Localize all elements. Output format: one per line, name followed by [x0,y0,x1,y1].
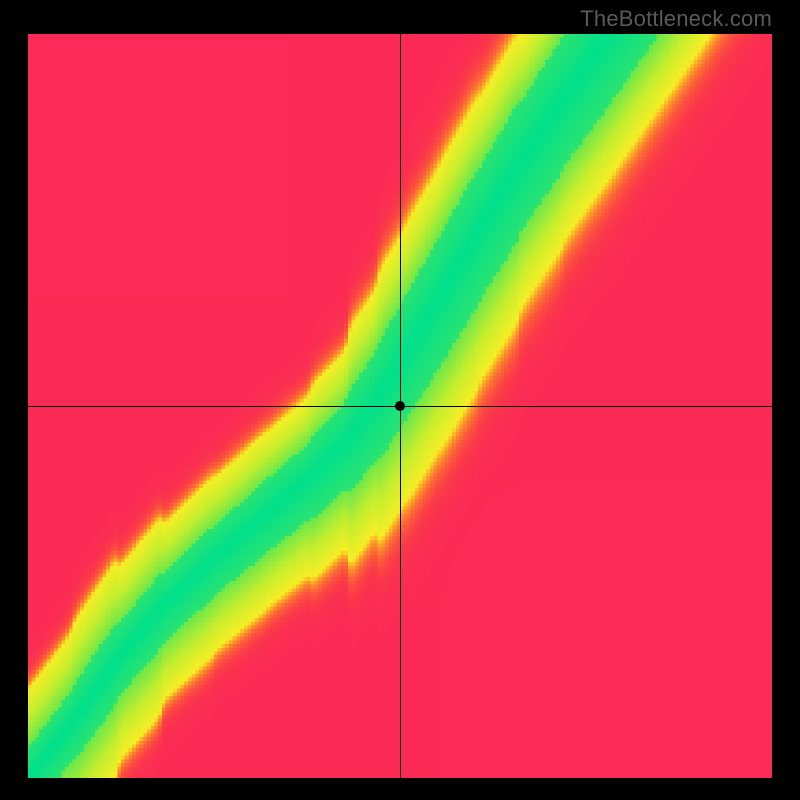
watermark-text: TheBottleneck.com [580,6,772,32]
heatmap-canvas [28,34,772,778]
heatmap-plot [28,34,772,778]
